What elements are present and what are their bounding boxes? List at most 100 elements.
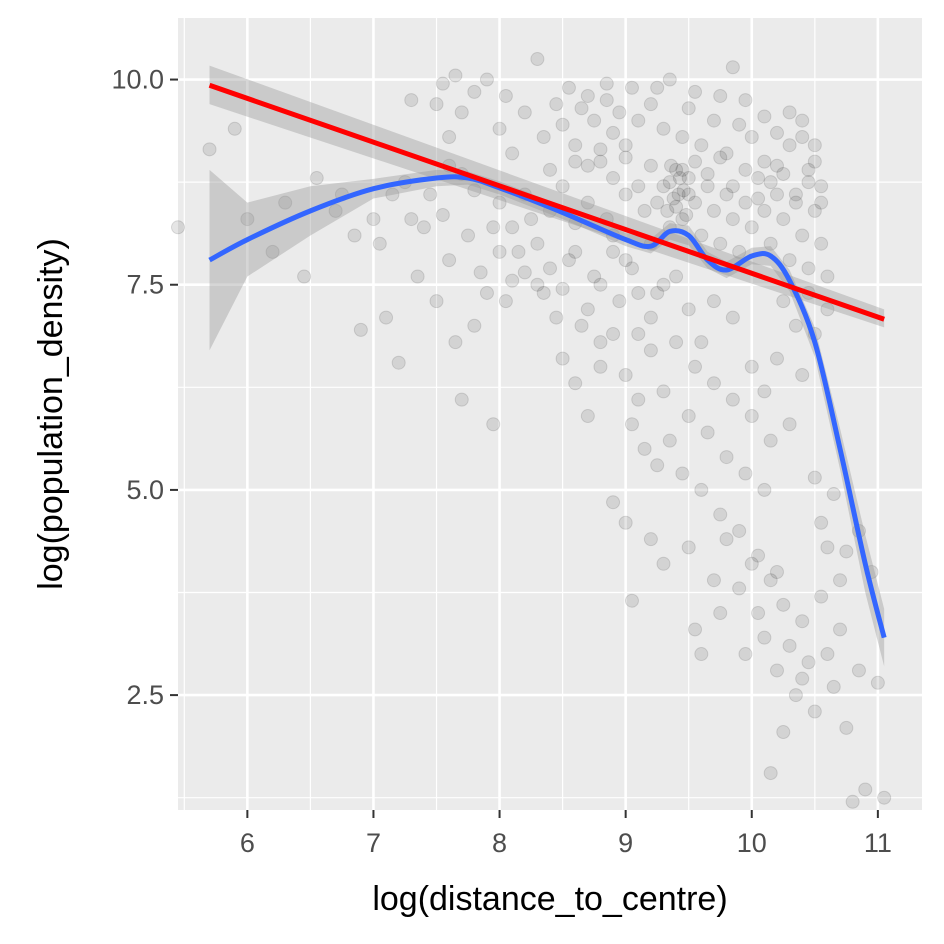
data-point	[763, 175, 778, 190]
data-point	[769, 351, 784, 366]
data-point	[681, 540, 696, 555]
data-point	[738, 195, 753, 210]
data-point	[681, 101, 696, 116]
data-point	[530, 52, 545, 67]
data-point	[795, 228, 810, 243]
data-point	[694, 647, 709, 662]
data-point	[713, 88, 728, 103]
data-point	[738, 466, 753, 481]
data-point	[706, 376, 721, 391]
data-point	[744, 359, 759, 374]
data-point	[776, 725, 791, 740]
data-point	[631, 113, 646, 128]
data-point	[776, 166, 791, 181]
data-point	[574, 101, 589, 116]
data-point	[549, 310, 564, 325]
data-point	[763, 433, 778, 448]
data-point	[845, 794, 860, 809]
data-point	[328, 203, 343, 218]
data-point	[505, 273, 520, 288]
data-point	[492, 121, 507, 136]
data-point	[700, 179, 715, 194]
data-point	[580, 195, 595, 210]
data-point	[555, 179, 570, 194]
data-point	[492, 195, 507, 210]
data-point	[795, 614, 810, 629]
data-point	[732, 523, 747, 538]
data-point	[568, 244, 583, 259]
data-point	[606, 125, 621, 140]
data-point	[679, 207, 694, 222]
x-tick-label: 7	[366, 828, 381, 858]
data-point	[681, 302, 696, 317]
data-point	[618, 138, 633, 153]
data-point	[719, 450, 734, 465]
data-point	[688, 195, 703, 210]
data-point	[858, 782, 873, 797]
data-point	[751, 171, 766, 186]
data-point	[606, 495, 621, 510]
data-point	[656, 179, 671, 194]
data-point	[732, 581, 747, 596]
data-point	[580, 88, 595, 103]
data-point	[788, 318, 803, 333]
data-point	[807, 203, 822, 218]
data-point	[442, 130, 457, 145]
data-point	[757, 203, 772, 218]
data-point	[782, 253, 797, 268]
data-point	[467, 183, 482, 198]
data-point	[631, 392, 646, 407]
scatter-points	[171, 52, 892, 809]
data-point	[366, 212, 381, 227]
data-point	[669, 269, 684, 284]
data-point	[171, 220, 185, 235]
data-point	[265, 244, 280, 259]
data-point	[782, 105, 797, 120]
data-point	[624, 80, 639, 95]
data-point	[744, 409, 759, 424]
data-point	[660, 203, 675, 218]
data-point	[851, 663, 866, 678]
data-point	[688, 622, 703, 637]
x-axis-ticks: 6 7 8 9 10 11	[240, 810, 892, 858]
data-point	[498, 88, 513, 103]
data-point	[404, 93, 419, 108]
data-point	[877, 790, 892, 805]
data-point	[757, 384, 772, 399]
data-point	[801, 175, 816, 190]
data-point	[676, 183, 691, 198]
fit-line-1	[208, 174, 887, 639]
data-point	[801, 261, 816, 276]
data-point	[561, 80, 576, 95]
data-point	[725, 392, 740, 407]
data-point	[656, 384, 671, 399]
data-point	[650, 285, 665, 300]
data-point	[353, 322, 368, 337]
y-tick-label: 5.0	[126, 475, 164, 505]
data-point	[637, 203, 652, 218]
data-point	[675, 130, 690, 145]
data-point	[593, 277, 608, 292]
data-point	[719, 146, 734, 161]
data-point	[795, 368, 810, 383]
data-point	[593, 359, 608, 374]
data-point	[505, 220, 520, 235]
data-point	[599, 93, 614, 108]
data-point	[801, 655, 816, 670]
data-point	[517, 265, 532, 280]
data-point	[479, 285, 494, 300]
data-point	[688, 154, 703, 169]
data-point	[700, 425, 715, 440]
data-point	[738, 647, 753, 662]
data-point	[763, 573, 778, 588]
data-point	[776, 212, 791, 227]
data-point	[606, 326, 621, 341]
data-point	[536, 130, 551, 145]
data-point	[782, 417, 797, 432]
data-point	[580, 409, 595, 424]
data-point	[669, 199, 684, 214]
data-point	[833, 573, 848, 588]
data-point	[429, 97, 444, 112]
fit-lines	[208, 82, 887, 639]
data-point	[719, 532, 734, 547]
